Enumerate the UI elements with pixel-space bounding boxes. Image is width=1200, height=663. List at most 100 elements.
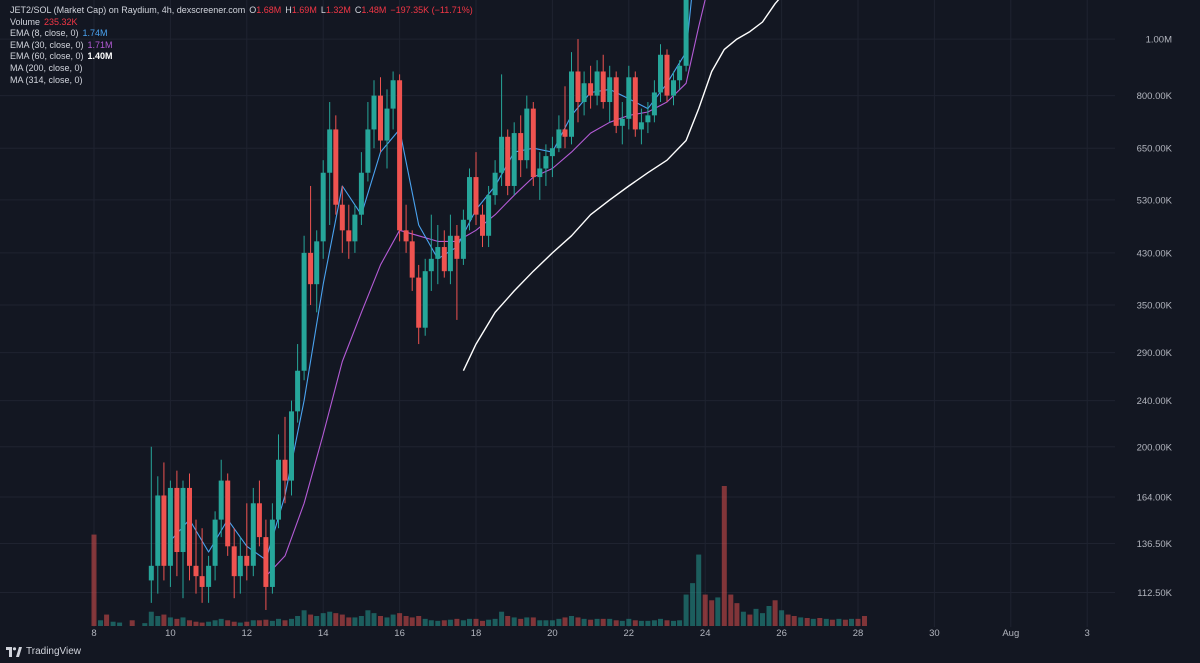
candle-body (600, 71, 606, 103)
ema60-path (462, 0, 780, 371)
candle-body (441, 247, 447, 272)
candle (409, 230, 415, 291)
volume-bar (167, 617, 173, 626)
candle-body (626, 77, 632, 119)
volume-bar (715, 597, 721, 626)
legend-ema30-row[interactable]: EMA (30, close, 0) 1.71M (10, 40, 473, 52)
candle-body (155, 495, 161, 566)
candle-body (308, 252, 314, 285)
chart-legend: JET2/SOL (Market Cap) on Raydium, 4h, de… (10, 5, 473, 86)
candle (225, 473, 231, 556)
ema30-label: EMA (30, close, 0) (10, 39, 84, 50)
price-tick-label: 112.50K (1137, 588, 1172, 599)
candle-body (645, 115, 651, 123)
volume-bar (823, 618, 829, 626)
candle-body (428, 258, 434, 272)
candle-body (479, 214, 485, 236)
candle (403, 204, 409, 253)
candle-body (250, 503, 256, 566)
volume-bar (193, 621, 199, 626)
volume-bar (104, 614, 110, 626)
price-tick-label: 530.00K (1137, 195, 1173, 206)
candle-body (664, 54, 670, 96)
volume-bar (677, 620, 683, 626)
candle (206, 555, 212, 603)
volume-bar (505, 616, 511, 626)
ema8-line (169, 0, 692, 561)
candle-body (409, 241, 415, 278)
candle-body (365, 129, 371, 173)
volume-bar (632, 620, 638, 626)
candle-body (276, 459, 282, 520)
volume-bar (397, 613, 403, 626)
price-tick-label: 350.00K (1137, 301, 1173, 312)
time-tick-label: 3 (1085, 628, 1090, 639)
legend-symbol-row: JET2/SOL (Market Cap) on Raydium, 4h, de… (10, 5, 473, 17)
candle (454, 225, 460, 320)
legend-ma200-row[interactable]: MA (200, close, 0) (10, 63, 473, 75)
volume-bar (651, 620, 657, 626)
time-tick-label: 16 (394, 628, 405, 639)
candle-body (167, 487, 173, 566)
tradingview-branding[interactable]: TradingView (6, 646, 81, 657)
legend-ma314-row[interactable]: MA (314, close, 0) (10, 75, 473, 87)
price-tick-label: 430.00K (1137, 248, 1173, 259)
ema8-value: 1.74M (82, 28, 108, 39)
candle (651, 80, 657, 123)
volume-bar (861, 616, 867, 626)
candle-body (575, 71, 581, 103)
legend-ema8-row[interactable]: EMA (8, close, 0) 1.74M (10, 28, 473, 40)
volume-bar (619, 620, 625, 626)
volume-bar (556, 618, 562, 626)
volume-bar (199, 622, 205, 626)
volume-bar (817, 618, 823, 626)
candle-body (416, 277, 422, 328)
candle-body (218, 480, 224, 520)
legend-ema60-row[interactable]: EMA (60, close, 0) 1.40M (10, 51, 473, 63)
candle (683, 0, 689, 72)
candle (244, 503, 250, 581)
ema8-label: EMA (8, close, 0) (10, 28, 79, 39)
candle-body (231, 546, 237, 577)
volume-bar (435, 620, 441, 626)
volume-bar (301, 610, 307, 626)
time-axis[interactable]: 8 10 12 14 16 18 20 22 24 26 28 30 Aug 3 (91, 628, 1089, 639)
volume-bar (117, 622, 123, 626)
candle-body (499, 136, 505, 173)
candle-body (378, 95, 383, 141)
candle (511, 122, 517, 196)
candle (148, 446, 154, 603)
volume-bar (721, 486, 727, 626)
candle (435, 225, 441, 285)
volume-bar (263, 619, 269, 626)
price-tick-label: 290.00K (1137, 348, 1173, 359)
price-axis[interactable]: 112.50K 136.50K 164.00K 200.00K 240.00K 290.0… (1137, 35, 1173, 599)
candle (619, 102, 625, 145)
volume-bar (346, 617, 352, 626)
candle-body (384, 108, 390, 141)
candle (358, 152, 364, 226)
candles (148, 0, 689, 610)
volume-bar (269, 620, 275, 626)
candle-body (206, 565, 212, 587)
candle-body (282, 459, 288, 481)
volume-bar (728, 594, 734, 626)
volume-bar (378, 616, 383, 626)
legend-volume-row[interactable]: Volume 235.32K (10, 17, 473, 29)
candle-body (486, 195, 492, 236)
candle (295, 344, 301, 423)
volume-bar (549, 620, 555, 626)
symbol-title[interactable]: JET2/SOL (Market Cap) on Raydium, 4h, de… (10, 5, 246, 15)
volume-bar (428, 620, 434, 626)
volume-bar (409, 617, 415, 626)
candle-body (524, 108, 530, 161)
volume-bar (422, 618, 428, 626)
volume-bar (250, 620, 256, 626)
ohlc-low: L1.32M (320, 5, 351, 15)
volume-bar (91, 534, 97, 626)
candle (486, 185, 492, 248)
volume-bar (607, 618, 613, 626)
volume-bar (594, 618, 600, 626)
candle (378, 77, 383, 153)
